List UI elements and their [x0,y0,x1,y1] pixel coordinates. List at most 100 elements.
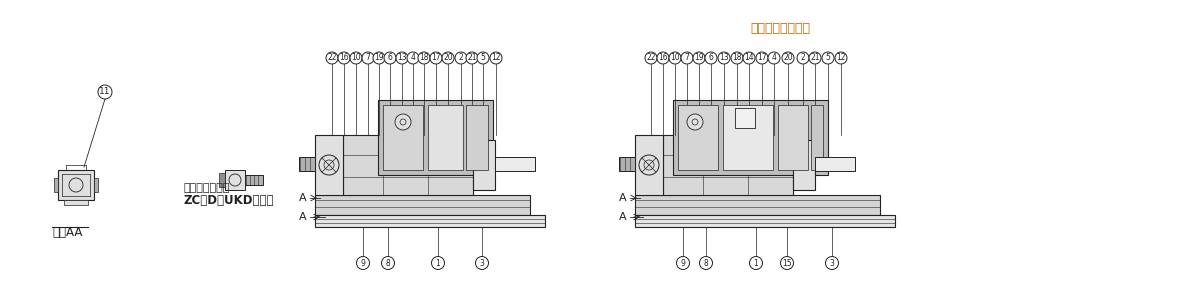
Circle shape [822,52,834,64]
Text: 8: 8 [703,258,708,267]
Circle shape [768,52,780,64]
Text: 16: 16 [339,53,349,63]
Text: 2: 2 [800,53,805,63]
Text: 15: 15 [782,258,792,267]
Text: 断面AA: 断面AA [53,226,83,239]
Text: ZC（D）UKDの場合: ZC（D）UKDの場合 [183,195,273,208]
Bar [793,140,815,190]
Text: 9: 9 [680,258,685,267]
Circle shape [743,52,755,64]
Bar [736,108,755,128]
Circle shape [645,52,657,64]
Bar [635,195,881,215]
Circle shape [431,256,444,269]
Bar [678,105,718,170]
Circle shape [397,52,409,64]
Bar [58,170,93,200]
Text: 1: 1 [754,258,758,267]
Text: 20: 20 [783,53,793,63]
Bar [63,200,87,205]
Circle shape [809,52,821,64]
Circle shape [692,52,704,64]
Text: 5: 5 [480,53,485,63]
Text: A: A [619,193,627,203]
Text: A: A [619,212,627,222]
Circle shape [362,52,374,64]
Bar [225,170,246,190]
Circle shape [797,52,809,64]
Text: 22: 22 [646,53,655,63]
Text: 9: 9 [361,258,365,267]
Text: 21: 21 [467,53,477,63]
Text: オートスイッチ付: オートスイッチ付 [750,21,810,35]
Bar [619,157,635,171]
Circle shape [338,52,350,64]
Text: 16: 16 [658,53,667,63]
Text: 13: 13 [719,53,728,63]
Circle shape [98,85,111,99]
Text: 6: 6 [388,53,393,63]
Text: 7: 7 [684,53,689,63]
Text: 19: 19 [374,53,383,63]
Bar [379,100,494,175]
Text: 8: 8 [386,258,391,267]
Text: 10: 10 [670,53,679,63]
Text: 3: 3 [829,258,835,267]
Circle shape [476,256,489,269]
Circle shape [657,52,668,64]
Bar [635,135,662,195]
Text: パッド直接取付: パッド直接取付 [183,183,229,193]
Bar [466,105,488,170]
Text: 10: 10 [351,53,361,63]
Bar [673,100,828,175]
Text: 17: 17 [431,53,441,63]
Text: 5: 5 [825,53,830,63]
Text: 21: 21 [810,53,819,63]
Text: 4: 4 [772,53,776,63]
Circle shape [418,52,430,64]
Circle shape [350,52,362,64]
Text: 19: 19 [694,53,703,63]
Bar [315,135,343,195]
Bar [315,215,545,227]
Bar [383,105,423,170]
Circle shape [731,52,743,64]
Circle shape [781,256,793,269]
Circle shape [704,52,716,64]
Text: 14: 14 [744,53,754,63]
Text: 7: 7 [365,53,370,63]
Text: 13: 13 [398,53,407,63]
Bar [724,105,773,170]
Circle shape [381,256,394,269]
Circle shape [326,52,338,64]
Bar [246,175,264,185]
Text: A: A [300,193,307,203]
Bar [635,215,895,227]
Bar [428,105,462,170]
Bar [815,157,855,171]
Circle shape [385,52,397,64]
Circle shape [718,52,730,64]
Circle shape [677,256,690,269]
Circle shape [686,114,703,130]
Circle shape [750,256,762,269]
Text: 18: 18 [419,53,429,63]
Text: 3: 3 [479,258,484,267]
Circle shape [825,256,839,269]
Text: 6: 6 [708,53,714,63]
Circle shape [373,52,385,64]
Circle shape [477,52,489,64]
Text: 11: 11 [99,88,110,97]
Circle shape [490,52,502,64]
Text: A: A [300,212,307,222]
Bar [495,157,536,171]
Text: 4: 4 [411,53,416,63]
Bar [54,178,58,192]
Text: 1: 1 [436,258,441,267]
Text: 12: 12 [491,53,501,63]
Circle shape [756,52,768,64]
Circle shape [835,52,847,64]
Bar [778,105,807,170]
Text: 12: 12 [836,53,846,63]
Bar [662,135,793,195]
